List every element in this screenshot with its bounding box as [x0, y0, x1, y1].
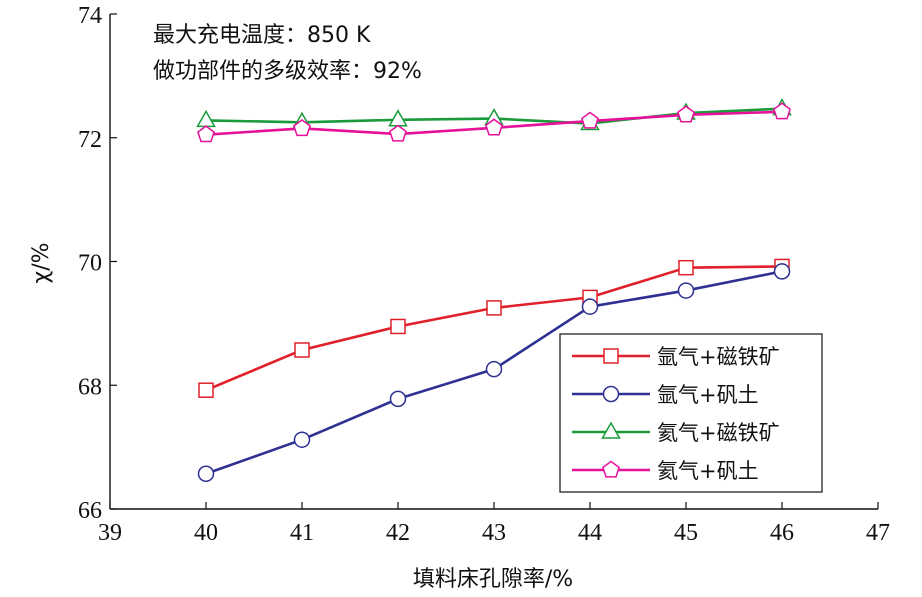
data-point-pentagon — [677, 105, 695, 123]
x-tick-label: 42 — [386, 520, 410, 546]
legend-item: 氩气+磁铁矿 — [572, 345, 780, 369]
y-tick-label: 72 — [78, 127, 102, 153]
x-axis-label: 填料床孔隙率/% — [413, 567, 573, 592]
y-axis-label: χ/% — [29, 242, 54, 283]
data-point-square — [678, 259, 694, 276]
legend-item: 氦气+磁铁矿 — [572, 421, 780, 445]
series-2 — [197, 263, 791, 482]
legend-item: 氦气+矾土 — [572, 459, 759, 483]
annotations: 最大充电温度：850 K 做功部件的多级效率：92% — [153, 23, 422, 84]
legend-label: 氦气+磁铁矿 — [657, 421, 780, 445]
data-point-triangle — [196, 109, 216, 128]
data-point-pentagon — [197, 125, 215, 143]
plot-area — [196, 98, 792, 482]
x-tick-label: 41 — [290, 520, 314, 546]
data-point-pentagon — [389, 124, 407, 142]
annotation-line-1: 最大充电温度：850 K — [153, 23, 371, 48]
x-tick-label: 39 — [98, 520, 122, 546]
y-tick-label: 74 — [78, 3, 102, 29]
data-point-pentagon — [773, 102, 791, 120]
data-point-square — [294, 342, 310, 358]
series-1 — [198, 258, 790, 398]
x-tick-label: 47 — [866, 520, 890, 546]
data-point-pentagon — [485, 118, 503, 136]
legend-marker-circle — [602, 385, 620, 403]
legend-marker-pentagon — [602, 460, 620, 478]
data-point-circle — [773, 263, 791, 280]
data-point-square — [486, 300, 502, 316]
data-point-square — [198, 382, 214, 398]
legend-label: 氦气+矾土 — [657, 459, 759, 483]
data-point-pentagon — [293, 119, 311, 137]
y-tick-label: 66 — [78, 498, 102, 524]
data-point-circle — [677, 282, 695, 299]
axes: 39 40 41 42 43 44 45 46 47 66 68 70 72 74 — [78, 3, 890, 546]
x-tick-label: 40 — [194, 520, 218, 546]
x-tick-label: 46 — [770, 520, 794, 546]
legend-label: 氩气+矾土 — [657, 383, 759, 407]
legend-marker-triangle — [601, 421, 621, 439]
series-4 — [197, 102, 791, 143]
y-tick-label: 70 — [78, 251, 102, 277]
y-tick-label: 68 — [78, 374, 102, 400]
data-point-pentagon — [581, 111, 599, 129]
legend-label: 氩气+磁铁矿 — [657, 345, 780, 369]
legend-marker-square — [603, 348, 619, 364]
data-point-circle — [293, 431, 311, 448]
data-point-square — [390, 318, 406, 335]
data-point-circle — [197, 465, 215, 482]
data-point-triangle — [388, 109, 408, 127]
x-tick-label: 45 — [674, 520, 698, 546]
x-tick-label: 44 — [578, 520, 602, 546]
data-point-circle — [485, 360, 503, 378]
legend-item: 氩气+矾土 — [572, 383, 759, 407]
x-tick-label: 43 — [482, 520, 506, 546]
data-point-circle — [389, 390, 407, 408]
annotation-line-2: 做功部件的多级效率：92% — [153, 59, 422, 84]
data-point-circle — [581, 298, 599, 315]
